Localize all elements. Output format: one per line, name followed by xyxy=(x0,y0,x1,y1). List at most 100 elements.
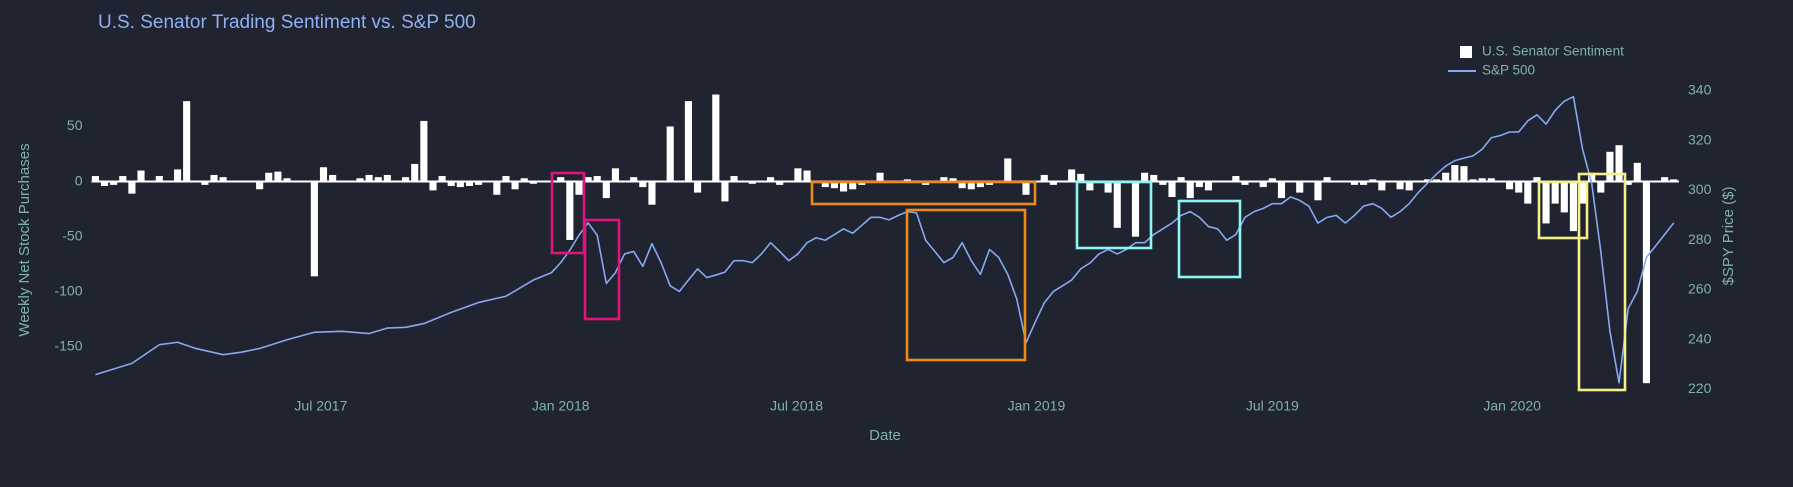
bar xyxy=(274,171,282,182)
bar xyxy=(1396,181,1404,190)
bar xyxy=(1186,181,1194,199)
bar xyxy=(1578,181,1587,204)
bar xyxy=(1533,177,1541,182)
x-axis-title: Date xyxy=(869,427,901,444)
bar xyxy=(319,167,328,182)
bar xyxy=(1004,158,1012,182)
bar xyxy=(520,178,528,182)
bar xyxy=(557,177,565,182)
bar xyxy=(694,181,702,193)
bar xyxy=(1670,179,1678,182)
bar xyxy=(648,181,656,205)
bar xyxy=(1442,172,1450,182)
bar xyxy=(1569,181,1577,232)
bar xyxy=(949,178,957,182)
bar xyxy=(1405,181,1413,191)
y2-tick-label: 240 xyxy=(1688,330,1712,346)
bar xyxy=(1515,181,1523,193)
bar xyxy=(411,163,419,182)
bar xyxy=(529,181,537,184)
bar xyxy=(110,181,118,185)
bar xyxy=(100,181,109,186)
bar xyxy=(1314,181,1322,201)
bar xyxy=(383,174,391,182)
bar xyxy=(1177,177,1185,182)
bar xyxy=(1204,181,1213,191)
bar xyxy=(1478,178,1486,182)
y-axis-title: Weekly Net Stock Purchases xyxy=(16,143,33,336)
bar xyxy=(1542,181,1550,224)
bar xyxy=(1232,176,1240,182)
bar xyxy=(91,176,99,182)
highlight-box xyxy=(1537,180,1589,240)
bar xyxy=(137,170,145,182)
bar xyxy=(776,181,784,185)
bar xyxy=(575,181,583,195)
bar xyxy=(183,101,191,182)
bar xyxy=(712,94,720,182)
bar xyxy=(1551,181,1559,204)
bar xyxy=(903,179,911,182)
y-tick-label: -150 xyxy=(54,338,82,354)
bar xyxy=(1296,181,1304,193)
bar xyxy=(876,172,884,182)
legend-label: U.S. Senator Sentiment xyxy=(1482,44,1624,59)
bar xyxy=(1268,178,1276,182)
bar xyxy=(803,170,811,182)
bar xyxy=(1131,181,1140,237)
bar xyxy=(438,176,446,182)
bar xyxy=(1323,177,1331,182)
bar xyxy=(465,181,474,186)
bar xyxy=(374,177,382,182)
y-tick-label: -50 xyxy=(62,227,82,243)
bar xyxy=(1642,181,1650,384)
bar xyxy=(402,177,410,182)
bar xyxy=(821,181,829,188)
bar xyxy=(1068,169,1076,182)
bar xyxy=(1378,181,1386,191)
bar xyxy=(356,178,364,182)
bar xyxy=(1360,181,1368,185)
y2-tick-label: 300 xyxy=(1688,181,1712,197)
highlight-box xyxy=(810,180,1037,206)
x-tick-label: Jan 2018 xyxy=(532,398,590,414)
bar xyxy=(1350,181,1359,185)
bar xyxy=(475,181,483,185)
y2-tick-label: 280 xyxy=(1688,231,1712,247)
bar xyxy=(511,181,519,190)
bar xyxy=(1086,181,1094,191)
bar xyxy=(210,174,218,182)
bar xyxy=(329,174,337,182)
bar xyxy=(420,120,428,182)
x-tick-label: Jul 2019 xyxy=(1246,398,1299,414)
y2-tick-label: 320 xyxy=(1688,131,1712,147)
bar xyxy=(684,101,692,182)
legend-marker xyxy=(1460,46,1472,58)
bar xyxy=(666,126,674,182)
bar xyxy=(1506,181,1514,190)
bar xyxy=(794,168,802,182)
bar xyxy=(201,181,209,185)
bar xyxy=(830,181,838,189)
bar xyxy=(584,177,592,182)
bar xyxy=(1159,181,1167,185)
bar xyxy=(748,181,756,184)
bar xyxy=(265,172,273,182)
y2-axis-title: $SPY Price ($) xyxy=(1720,187,1737,286)
bar xyxy=(502,176,510,182)
bar xyxy=(730,176,738,182)
bar xyxy=(967,181,975,190)
bar xyxy=(721,181,729,202)
bar xyxy=(849,181,857,190)
bar xyxy=(1113,181,1121,228)
bar xyxy=(1487,178,1495,182)
bar xyxy=(1560,181,1568,213)
bar xyxy=(630,177,638,182)
bar xyxy=(1460,166,1468,182)
bar xyxy=(1433,179,1441,182)
x-tick-label: Jul 2017 xyxy=(294,398,347,414)
highlight-box xyxy=(1177,199,1242,279)
chart-title: U.S. Senator Trading Sentiment vs. S&P 5… xyxy=(98,12,476,33)
bar xyxy=(839,181,848,192)
